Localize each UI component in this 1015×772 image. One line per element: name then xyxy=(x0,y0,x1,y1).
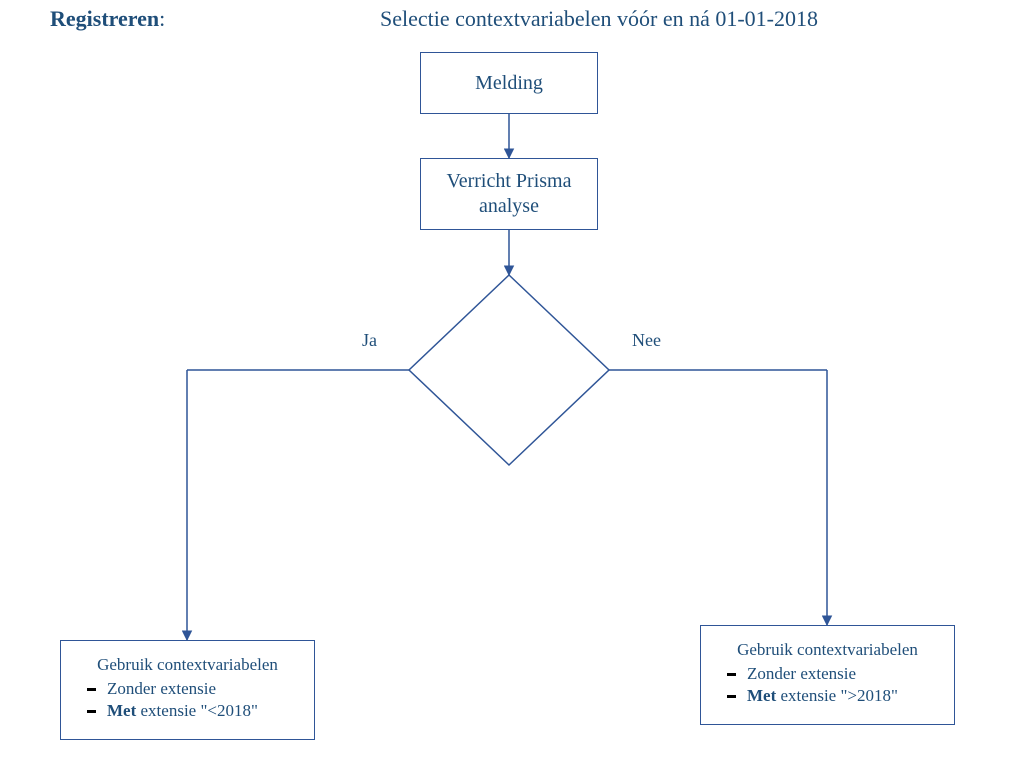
decision-line3: 01-2018? xyxy=(477,382,541,401)
header-left-suffix: : xyxy=(159,6,165,31)
result-left-title: Gebruik contextvariabelen xyxy=(73,655,302,675)
result-right-item-2-rest: extensie ">2018" xyxy=(776,686,898,705)
header-registreren: Registreren: xyxy=(50,6,165,32)
result-left-item-1: Zonder extensie xyxy=(107,679,302,699)
result-right-item-2: Met extensie ">2018" xyxy=(747,686,942,706)
header-title: Selectie contextvariabelen vóór en ná 01… xyxy=(380,6,818,32)
node-melding-label: Melding xyxy=(475,71,543,96)
result-right: Gebruik contextvariabelen Zonder extensi… xyxy=(700,625,955,725)
result-right-item-1: Zonder extensie xyxy=(747,664,942,684)
decision-line1: Meldings- xyxy=(474,339,544,358)
decision-meldingsdatum: Meldings- datum < 01- 01-2018? xyxy=(439,338,579,402)
node-prisma-label: Verricht Prisma analyse xyxy=(421,169,597,219)
result-left-item-1-text: Zonder extensie xyxy=(107,679,216,698)
result-right-item-1-text: Zonder extensie xyxy=(747,664,856,683)
result-left-item-2-rest: extensie "<2018" xyxy=(136,701,258,720)
result-left-item-2-bold: Met xyxy=(107,701,136,720)
edge-label-ja: Ja xyxy=(362,330,377,351)
node-prisma-analyse: Verricht Prisma analyse xyxy=(420,158,598,230)
node-melding: Melding xyxy=(420,52,598,114)
result-left: Gebruik contextvariabelen Zonder extensi… xyxy=(60,640,315,740)
result-left-item-2: Met extensie "<2018" xyxy=(107,701,302,721)
result-right-item-2-bold: Met xyxy=(747,686,776,705)
edge-label-nee: Nee xyxy=(632,330,661,351)
decision-line2: datum < 01- xyxy=(467,360,550,379)
result-right-list: Zonder extensie Met extensie ">2018" xyxy=(713,664,942,706)
header-left-label: Registreren xyxy=(50,6,159,31)
result-left-list: Zonder extensie Met extensie "<2018" xyxy=(73,679,302,721)
result-right-title: Gebruik contextvariabelen xyxy=(713,640,942,660)
